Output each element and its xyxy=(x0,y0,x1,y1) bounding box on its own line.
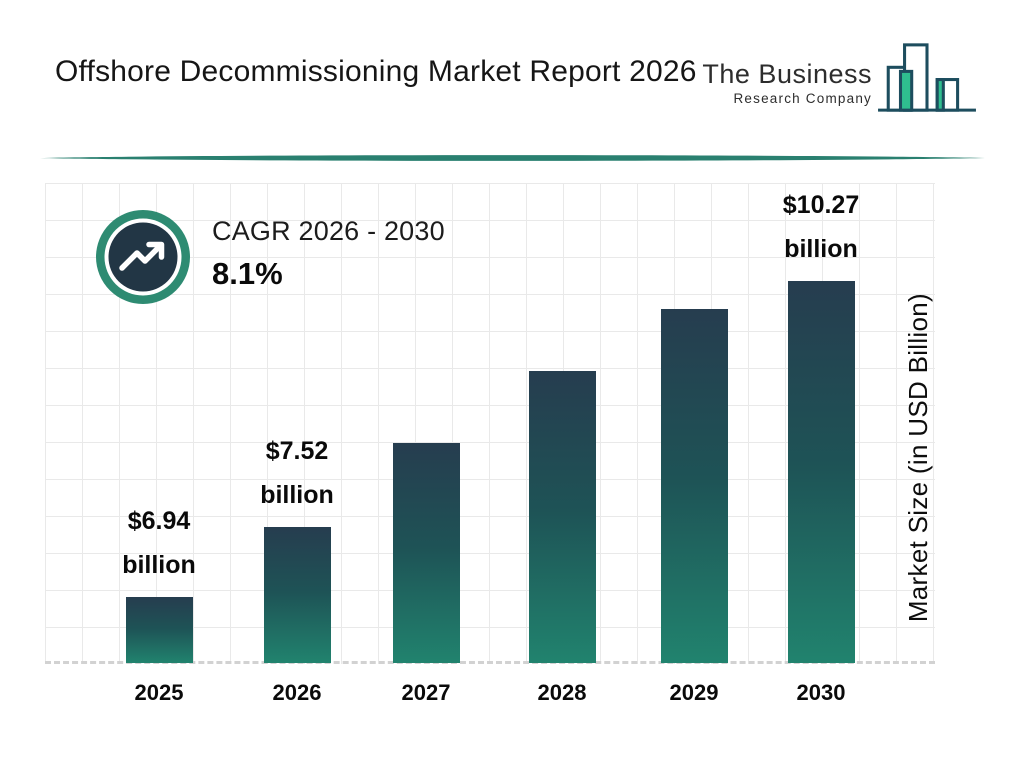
bar-value-label: $6.94 billion xyxy=(122,507,196,579)
cagr-badge xyxy=(96,210,190,304)
trend-up-icon xyxy=(119,241,165,271)
bar-2025 xyxy=(125,597,193,663)
bar-column-2025: $6.94 billion 2025 xyxy=(93,183,225,706)
cagr-period-label: CAGR 2026 - 2030 xyxy=(212,216,445,246)
company-logo-text: The Business Research Company xyxy=(702,59,872,116)
bar-2029 xyxy=(660,309,728,663)
divider-line xyxy=(40,155,985,161)
bar-2030 xyxy=(787,281,855,663)
company-subname: Research Company xyxy=(733,91,872,106)
x-tick-label: 2026 xyxy=(272,680,322,705)
bar-column-2030: $10.27 billion 2030 xyxy=(755,183,887,706)
bar-buildings-logo-icon xyxy=(878,43,976,112)
bar-column-2027: 2027 xyxy=(360,183,492,706)
bar-value-label: $7.52 billion xyxy=(260,437,334,509)
bar-column-2026: $7.52 billion 2026 xyxy=(231,183,363,706)
bar-2027 xyxy=(392,443,460,663)
company-name: The Business xyxy=(702,59,872,89)
bar-value-label: $10.27 billion xyxy=(782,191,860,263)
bar-column-2029: 2029 xyxy=(628,183,760,706)
bar-2028 xyxy=(528,371,596,663)
bar-2026 xyxy=(263,527,331,663)
cagr-value: 8.1% xyxy=(212,256,283,291)
y-axis-label: Market Size (in USD Billion) xyxy=(902,293,933,623)
x-tick-label: 2030 xyxy=(796,680,846,705)
chart-gridlines xyxy=(45,183,935,664)
cagr-text-block: CAGR 2026 - 2030 8.1% xyxy=(212,216,445,292)
x-tick-label: 2025 xyxy=(134,680,184,705)
x-tick-label: 2027 xyxy=(401,680,451,705)
bar-column-2028: 2028 xyxy=(496,183,628,706)
x-tick-label: 2029 xyxy=(669,680,719,705)
page-title: Offshore Decommissioning Market Report 2… xyxy=(55,55,697,88)
x-axis-baseline xyxy=(45,661,935,664)
company-logo: The Business Research Company xyxy=(702,38,978,116)
x-tick-label: 2028 xyxy=(537,680,587,705)
